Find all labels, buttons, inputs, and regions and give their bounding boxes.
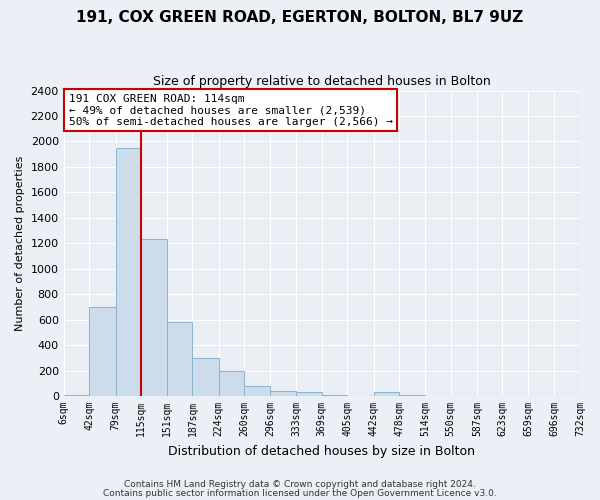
Bar xyxy=(270,391,296,396)
Bar xyxy=(116,148,141,396)
Bar xyxy=(244,386,270,396)
Bar xyxy=(374,392,400,396)
Text: Contains public sector information licensed under the Open Government Licence v3: Contains public sector information licen… xyxy=(103,488,497,498)
Bar xyxy=(296,392,322,396)
Bar xyxy=(193,358,219,396)
Bar xyxy=(89,307,116,396)
Bar xyxy=(219,370,244,396)
Y-axis label: Number of detached properties: Number of detached properties xyxy=(15,156,25,331)
Bar xyxy=(141,240,167,396)
Text: 191 COX GREEN ROAD: 114sqm
← 49% of detached houses are smaller (2,539)
50% of s: 191 COX GREEN ROAD: 114sqm ← 49% of deta… xyxy=(69,94,393,127)
Bar xyxy=(64,395,89,396)
Bar xyxy=(167,322,193,396)
Bar xyxy=(322,395,347,396)
Text: 191, COX GREEN ROAD, EGERTON, BOLTON, BL7 9UZ: 191, COX GREEN ROAD, EGERTON, BOLTON, BL… xyxy=(76,10,524,25)
X-axis label: Distribution of detached houses by size in Bolton: Distribution of detached houses by size … xyxy=(169,444,475,458)
Title: Size of property relative to detached houses in Bolton: Size of property relative to detached ho… xyxy=(153,75,491,88)
Text: Contains HM Land Registry data © Crown copyright and database right 2024.: Contains HM Land Registry data © Crown c… xyxy=(124,480,476,489)
